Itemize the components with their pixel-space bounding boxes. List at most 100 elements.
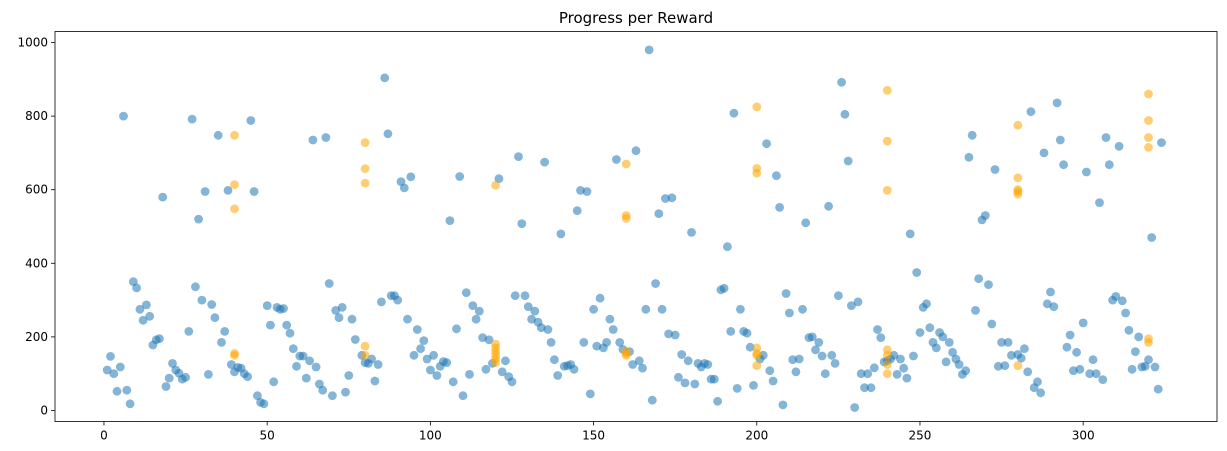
data-point-s0-205	[785, 308, 794, 318]
data-point-s0-18	[161, 382, 171, 391]
data-point-s0-83	[377, 297, 386, 307]
data-point-s1-41	[1013, 189, 1023, 199]
data-point-s0-100	[432, 371, 442, 380]
data-point-s1-42	[1013, 361, 1023, 370]
data-point-s0-33	[210, 313, 220, 323]
y-tick-label: 0	[40, 403, 48, 417]
data-point-s0-3	[112, 386, 122, 396]
data-point-s0-168	[661, 194, 670, 203]
data-point-s0-173	[677, 350, 687, 359]
data-point-s0-276	[1020, 344, 1029, 354]
data-point-s0-2	[109, 369, 119, 379]
data-point-s0-125	[517, 219, 527, 229]
data-point-s0-241	[902, 373, 912, 383]
data-point-s0-129	[530, 306, 540, 316]
data-point-s0-171	[670, 330, 680, 340]
data-point-s0-167	[657, 304, 667, 314]
data-point-s1-28	[752, 350, 762, 360]
x-tick-label: 50	[260, 429, 275, 443]
data-point-s0-120	[501, 356, 510, 366]
data-point-s0-252	[938, 332, 948, 342]
data-point-s0-306	[1117, 296, 1127, 306]
data-point-s0-151	[602, 338, 611, 347]
data-point-s0-181	[703, 360, 713, 369]
data-point-s0-82	[373, 360, 383, 369]
data-point-s0-247	[922, 299, 931, 309]
data-point-s0-243	[909, 351, 918, 361]
data-point-s0-35	[217, 338, 226, 347]
data-point-s0-20	[168, 359, 177, 368]
data-point-s1-30	[882, 86, 892, 95]
data-point-s0-99	[429, 350, 438, 360]
data-point-s0-116	[484, 335, 494, 345]
data-point-s0-36	[220, 327, 230, 336]
data-point-s0-199	[765, 366, 775, 376]
data-point-s0-5	[119, 111, 128, 121]
data-point-s0-50	[266, 320, 275, 330]
data-point-s0-304	[1111, 292, 1121, 301]
data-point-s0-317	[1153, 384, 1163, 394]
x-tick-label: 250	[909, 429, 932, 443]
x-tick-label: 300	[1072, 429, 1095, 443]
data-point-s0-232	[873, 325, 882, 334]
data-point-s0-85	[383, 129, 393, 139]
data-point-s0-242	[905, 229, 915, 239]
data-point-s0-94	[412, 325, 422, 334]
data-point-s0-111	[468, 301, 478, 310]
data-point-s0-108	[458, 391, 468, 401]
data-point-s0-74	[344, 371, 354, 380]
data-point-s0-55	[282, 320, 292, 330]
data-point-s0-31	[204, 370, 213, 379]
data-point-s0-134	[546, 338, 556, 347]
data-point-s0-190	[732, 384, 742, 393]
x-tick-label: 100	[419, 429, 442, 443]
data-point-s0-154	[612, 155, 621, 164]
data-point-s0-259	[961, 366, 971, 376]
data-point-s1-16	[491, 358, 500, 367]
data-point-s0-142	[572, 206, 582, 216]
data-point-s1-5	[360, 138, 370, 148]
data-point-s0-198	[762, 139, 771, 149]
axis-ticks: 0 50 100 150 200 250 300 0 200 400 600 800 1000	[17, 36, 1094, 443]
data-point-s0-215	[817, 351, 827, 361]
data-point-s0-313	[1140, 361, 1150, 371]
data-point-s0-141	[569, 364, 579, 374]
data-point-s0-61	[301, 373, 311, 383]
data-point-s0-165	[651, 279, 660, 288]
data-point-s0-166	[654, 209, 664, 219]
data-point-s0-57	[288, 344, 298, 354]
data-point-s0-280	[1033, 377, 1042, 387]
data-point-s0-257	[954, 360, 964, 369]
data-point-s0-294	[1078, 318, 1088, 328]
data-point-s0-207	[791, 367, 801, 377]
data-point-s0-267	[987, 319, 997, 329]
data-point-s1-19	[621, 214, 631, 223]
data-point-s0-263	[974, 274, 984, 284]
data-point-s0-227	[856, 369, 866, 379]
data-point-s0-311	[1134, 332, 1144, 342]
data-point-s0-80	[367, 354, 376, 364]
data-point-s0-26	[187, 114, 197, 124]
data-point-s0-162	[641, 304, 651, 314]
data-point-s0-73	[341, 387, 350, 397]
data-point-s1-48	[1144, 338, 1153, 347]
data-point-s0-104	[445, 216, 455, 226]
data-point-s0-213	[811, 345, 820, 355]
data-point-s0-19	[164, 373, 174, 383]
data-point-s0-123	[510, 291, 520, 301]
data-point-s0-217	[824, 201, 833, 211]
data-point-s0-289	[1062, 342, 1072, 352]
data-point-s0-106	[452, 324, 461, 334]
data-point-s0-105	[448, 377, 458, 387]
data-point-s1-17	[621, 159, 631, 169]
data-point-s1-34	[882, 350, 892, 360]
data-point-s0-184	[713, 396, 722, 406]
y-tick-label: 400	[25, 256, 48, 270]
data-point-s0-220	[834, 291, 843, 301]
data-point-s0-27	[191, 282, 200, 292]
data-point-s0-206	[788, 355, 798, 365]
data-point-s0-231	[869, 363, 879, 373]
data-point-s0-315	[1147, 233, 1157, 242]
data-point-s0-28	[194, 214, 204, 224]
